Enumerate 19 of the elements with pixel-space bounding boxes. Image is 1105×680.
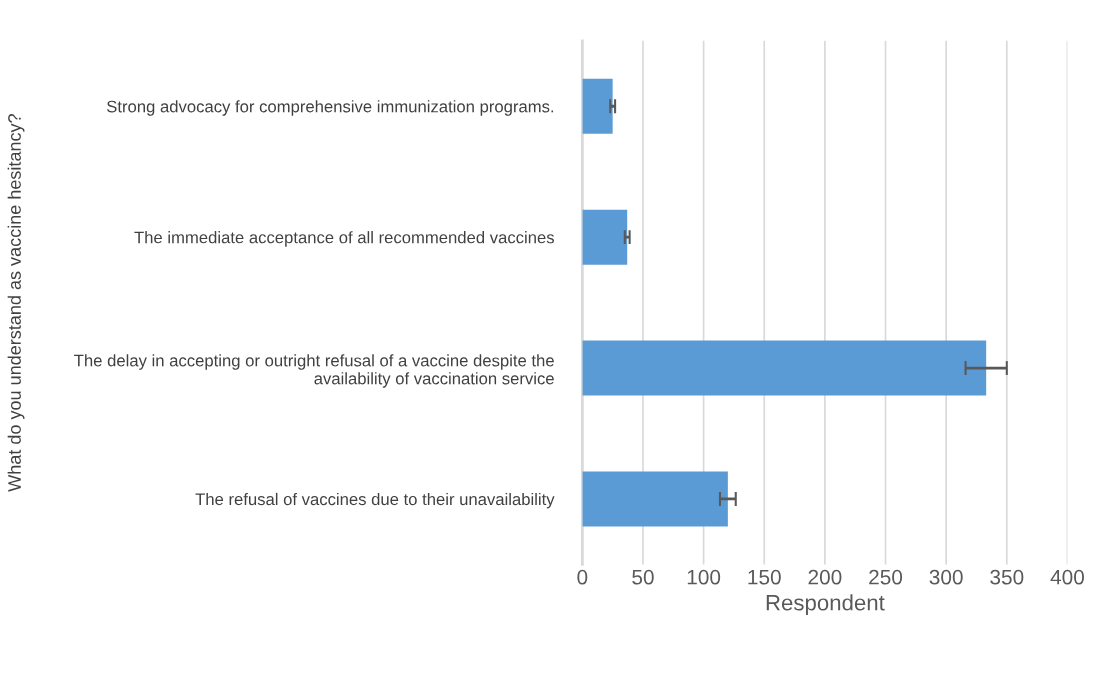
x-tick-label: 400 (1050, 569, 1084, 585)
x-tick-label: 50 (632, 569, 654, 585)
bar (582, 209, 628, 265)
y-tick-label: The refusal of vaccines due to their unavailability (195, 492, 555, 509)
bar (582, 78, 613, 134)
bar (582, 340, 987, 396)
x-tick-label: 150 (748, 569, 781, 585)
bar (582, 471, 728, 527)
x-tick-label: 250 (869, 569, 903, 585)
x-axis-title: Respondent (766, 594, 885, 615)
x-tick-label: 200 (808, 569, 842, 585)
x-tick-label: 300 (929, 569, 963, 585)
x-tick-label: 0 (577, 569, 588, 585)
x-tick-label: 100 (687, 569, 721, 585)
y-tick-label: Strong advocacy for comprehensive immunization programs. (107, 100, 554, 116)
x-tick-label: 350 (990, 569, 1024, 585)
y-tick-label: The delay in accepting or outright refusal of a vaccine despite the availability of vaccination service (74, 354, 554, 388)
y-axis-title: What do you understand as vaccine hesitancy? (7, 114, 25, 492)
y-tick-label: The immediate acceptance of all recommended vaccines (134, 231, 554, 247)
